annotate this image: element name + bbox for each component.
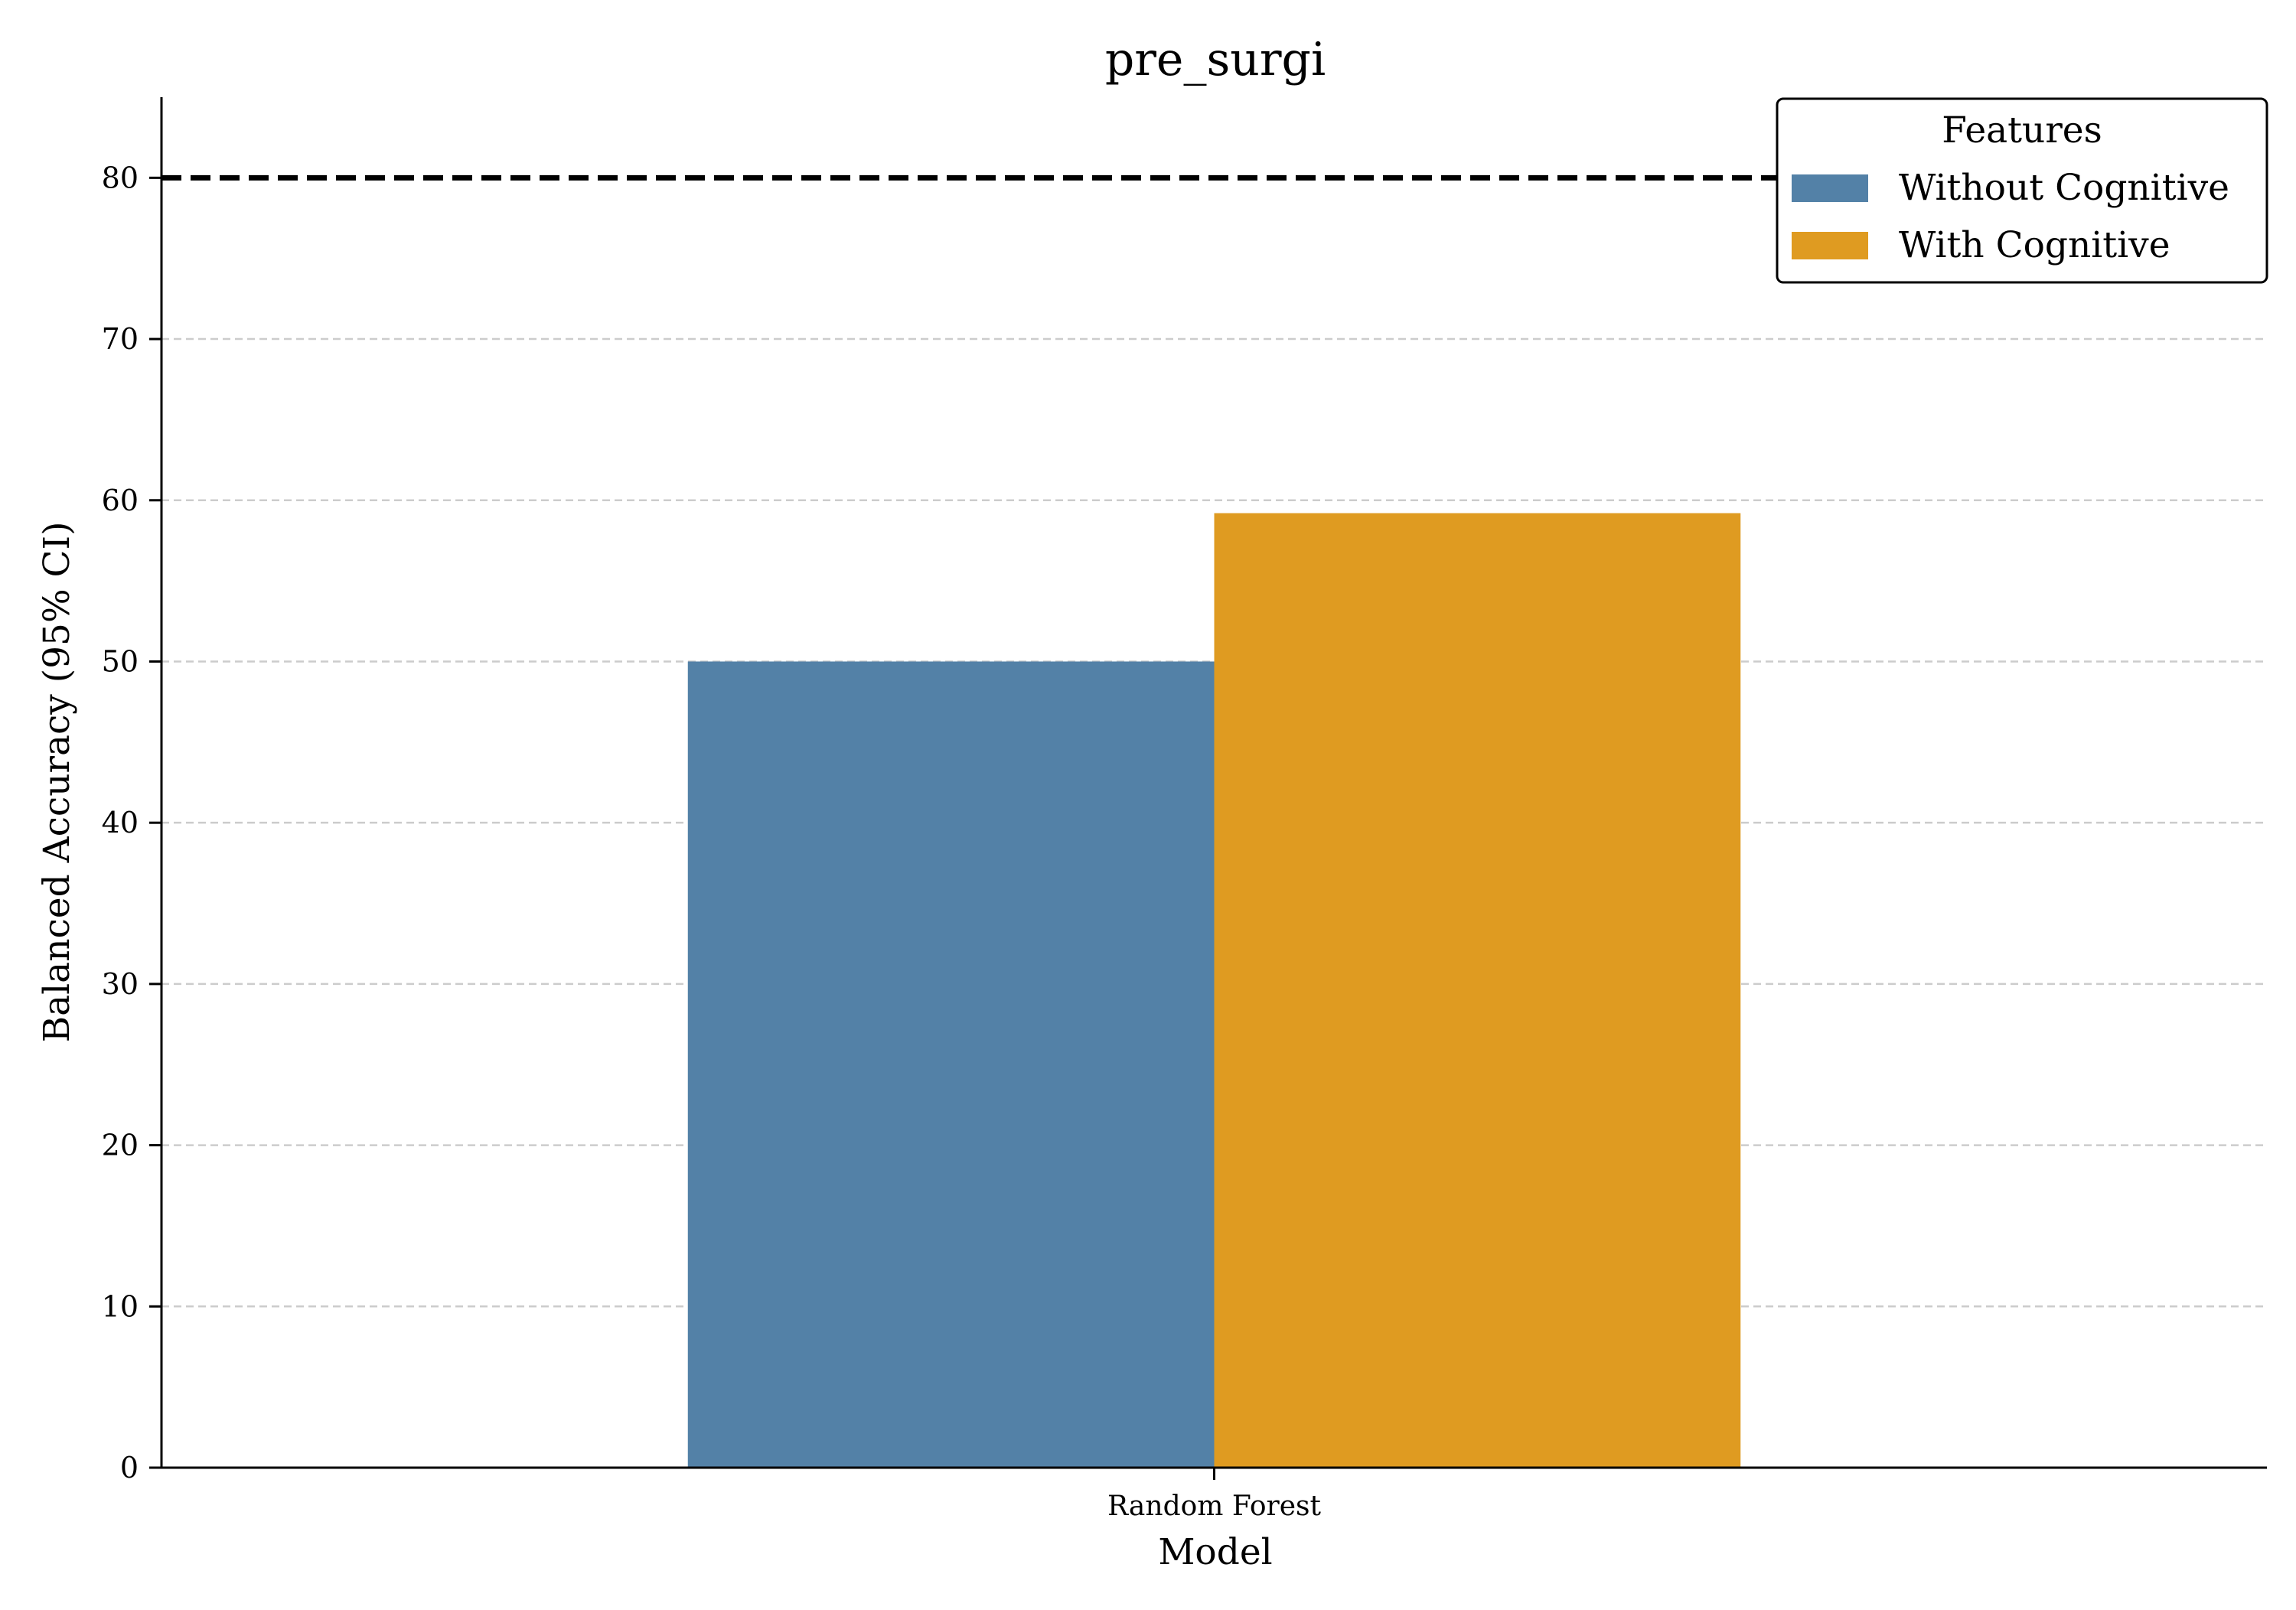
y-tick-label-60: 60: [102, 484, 139, 517]
y-tick-label-70: 70: [102, 322, 139, 356]
bar-with-cognitive: [1214, 513, 1741, 1468]
y-tick-label-80: 80: [102, 161, 139, 194]
legend-swatch-without-cognitive: [1792, 174, 1868, 202]
x-axis-label: Model: [1158, 1531, 1272, 1573]
legend-label-with-cognitive: With Cognitive: [1899, 224, 2170, 266]
y-axis-label: Balanced Accuracy (95% CI): [36, 522, 78, 1043]
grid-lines: [161, 337, 2267, 1308]
y-tick-label-0: 0: [120, 1451, 139, 1485]
legend-title: Features: [1942, 109, 2102, 152]
y-tick-label-50: 50: [102, 644, 139, 678]
legend-label-without-cognitive: Without Cognitive: [1899, 167, 2229, 209]
bar-without-cognitive: [687, 661, 1215, 1468]
x-tick-label: Random Forest: [1107, 1491, 1322, 1522]
legend: Features Without Cognitive With Cognitiv…: [1776, 97, 2268, 284]
chart-title: pre_surgi: [1105, 33, 1326, 86]
legend-frame: [1776, 97, 2268, 284]
y-tick-label-10: 10: [102, 1289, 139, 1323]
y-tick-label-20: 20: [102, 1129, 139, 1162]
y-tick-label-40: 40: [102, 806, 139, 839]
ticks: Random Forest 0 10 20 30 40 50 60 70 80: [102, 161, 1322, 1522]
legend-swatch-with-cognitive: [1792, 232, 1868, 259]
bars: [687, 513, 1741, 1468]
y-tick-label-30: 30: [102, 967, 139, 1001]
